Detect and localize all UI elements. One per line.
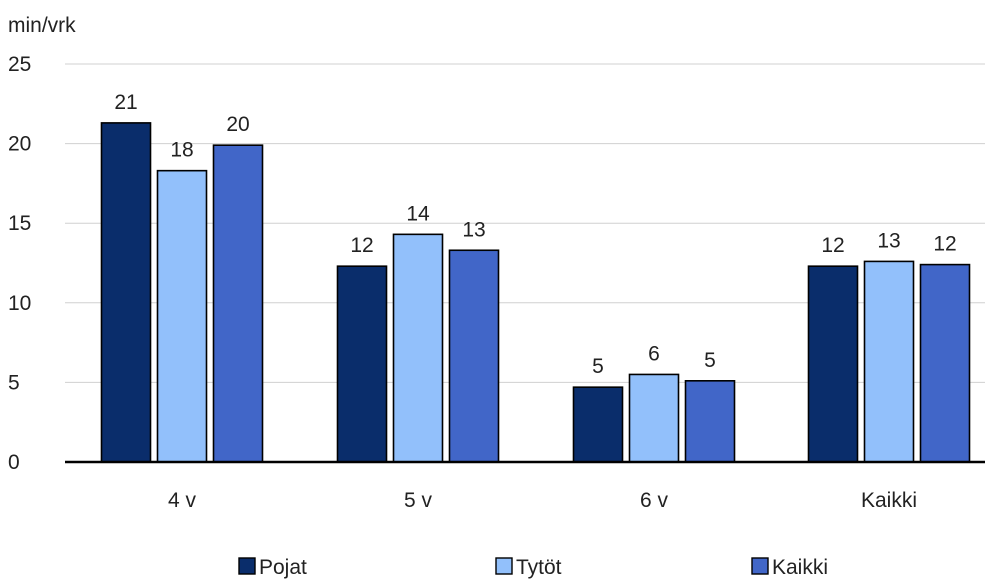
- data-label: 21: [114, 91, 137, 114]
- data-label: 5: [704, 349, 716, 372]
- y-tick-label: 25: [8, 53, 31, 76]
- y-axis-ticks: 0 5 10 15 20 25: [8, 53, 31, 474]
- data-label: 5: [592, 355, 604, 378]
- legend-swatch: [495, 557, 513, 575]
- y-tick-label: 0: [8, 451, 20, 474]
- x-axis-categories: 4 v 5 v 6 v Kaikki: [168, 489, 917, 512]
- bar-tytöt-3: [628, 373, 680, 463]
- data-label: 12: [821, 234, 844, 257]
- bars: [100, 122, 971, 463]
- y-unit-label: min/vrk: [8, 14, 76, 37]
- y-tick-label: 5: [8, 371, 20, 394]
- data-label: 13: [877, 229, 900, 252]
- x-category-label: 5 v: [404, 489, 433, 512]
- legend-label: Pojat: [259, 556, 307, 579]
- legend-item-tytöt: Tytöt: [495, 556, 562, 579]
- bar-kaikki-1: [212, 144, 264, 463]
- data-label: 6: [648, 342, 660, 365]
- x-category-label: Kaikki: [861, 489, 917, 512]
- legend-label: Tytöt: [516, 556, 562, 579]
- legend-item-pojat: Pojat: [238, 556, 307, 579]
- data-label: 13: [462, 218, 485, 241]
- y-tick-label: 10: [8, 292, 31, 315]
- data-label: 18: [170, 139, 193, 162]
- bar-kaikki-3: [684, 380, 736, 463]
- bar-tytöt-4: [863, 260, 915, 463]
- y-tick-label: 15: [8, 212, 31, 235]
- data-label: 12: [350, 234, 373, 257]
- bar-pojat-1: [100, 122, 152, 463]
- data-label: 20: [226, 113, 249, 136]
- data-labels: 21 18 20 12 14 13 5 6 5 12 13 12: [114, 91, 956, 378]
- bar-kaikki-2: [448, 249, 500, 463]
- data-label: 14: [406, 202, 430, 225]
- legend: Pojat Tytöt Kaikki: [238, 556, 828, 579]
- legend-item-kaikki: Kaikki: [751, 556, 828, 579]
- x-category-label: 4 v: [168, 489, 197, 512]
- y-tick-label: 20: [8, 133, 31, 156]
- bar-pojat-3: [572, 386, 624, 463]
- bar-tytöt-1: [156, 169, 208, 463]
- x-category-label: 6 v: [640, 489, 669, 512]
- legend-swatch: [751, 557, 769, 575]
- bar-pojat-4: [807, 265, 859, 463]
- legend-label: Kaikki: [772, 556, 828, 579]
- bar-tytöt-2: [392, 233, 444, 463]
- data-label: 12: [933, 233, 956, 256]
- bar-pojat-2: [336, 265, 388, 463]
- bar-kaikki-4: [919, 263, 971, 463]
- legend-swatch: [238, 557, 256, 575]
